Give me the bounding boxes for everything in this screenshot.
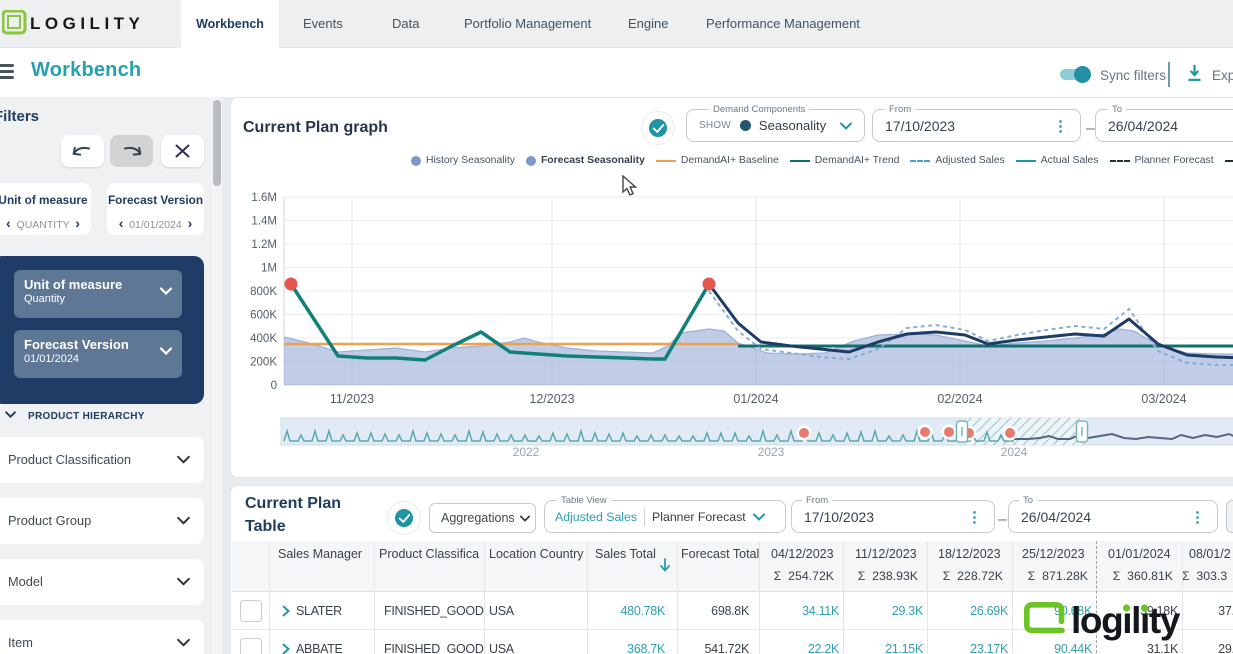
- svg-text:01/2024: 01/2024: [733, 392, 778, 406]
- svg-text:11/2023: 11/2023: [330, 392, 374, 406]
- svg-text:200K: 200K: [250, 357, 277, 369]
- svg-text:1M: 1M: [261, 263, 277, 275]
- svg-text:400K: 400K: [250, 333, 277, 345]
- svg-text:02/2024: 02/2024: [937, 392, 982, 406]
- svg-text:0: 0: [271, 380, 277, 392]
- svg-text:12/2023: 12/2023: [529, 392, 574, 406]
- svg-text:logılıty: logılıty: [1071, 600, 1181, 641]
- svg-text:1.2M: 1.2M: [251, 239, 277, 251]
- svg-text:LOGILITY: LOGILITY: [30, 14, 144, 33]
- svg-text:600K: 600K: [250, 310, 277, 322]
- svg-text:2024: 2024: [1001, 445, 1028, 459]
- svg-text:03/2024: 03/2024: [1141, 392, 1186, 406]
- svg-text:2022: 2022: [513, 445, 540, 459]
- svg-text:1.6M: 1.6M: [251, 192, 277, 204]
- svg-text:1.4M: 1.4M: [251, 216, 277, 228]
- svg-text:2023: 2023: [758, 445, 785, 459]
- svg-text:800K: 800K: [250, 286, 277, 298]
